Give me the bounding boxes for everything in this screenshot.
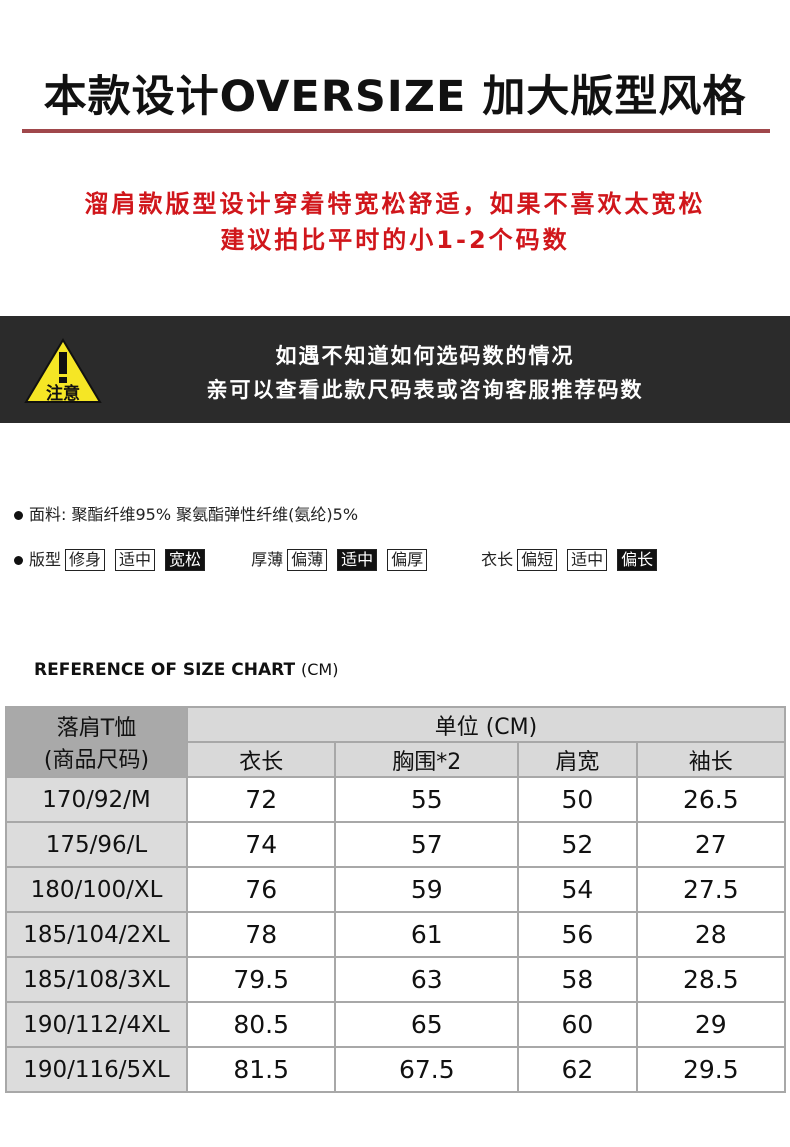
measurement-cell: 26.5 [635,776,787,823]
measurement-cell: 28 [635,911,787,958]
column-header: 衣长 [185,741,337,778]
size-cell: 190/116/5XL [5,1046,188,1093]
column-header: 胸围*2 [334,741,520,778]
measurement-cell: 27 [635,821,787,868]
attribute-tag: 偏厚 [387,549,428,571]
measurement-cell: 65 [334,1001,520,1048]
measurement-cell: 29.5 [635,1046,787,1093]
size-cell: 185/108/3XL [5,956,188,1003]
size-chart-title: REFERENCE OF SIZE CHART (CM) [34,660,338,680]
size-cell: 175/96/L [5,821,188,868]
notice-banner: 注意 如遇不知道如何选码数的情况 亲可以查看此款尺码表或咨询客服推荐码数 [0,316,790,423]
measurement-cell: 61 [334,911,520,958]
attribute-tag-selected: 偏长 [617,549,658,571]
unit-header: 单位 (CM) [186,706,786,743]
corner-header: 落肩T恤 (商品尺码) [5,706,188,778]
measurement-cell: 56 [517,911,638,958]
size-cell: 180/100/XL [5,866,188,913]
fabric-info: 面料: 聚酯纤维95% 聚氨酯弹性纤维(氨纶)5% [14,501,358,525]
measurement-cell: 28.5 [635,956,787,1003]
bullet-icon [14,556,23,565]
measurement-cell: 55 [334,776,520,823]
size-chart-title-text: REFERENCE OF SIZE CHART [34,660,296,680]
attribute-tag: 修身 [65,549,106,571]
measurement-cell: 59 [334,866,520,913]
bullet-icon [14,511,23,520]
fabric-value: 聚酯纤维95% 聚氨酯弹性纤维(氨纶)5% [71,505,359,524]
measurement-cell: 76 [185,866,337,913]
attribute-tag: 偏短 [517,549,558,571]
table-row: 185/104/2XL 78 61 56 28 [5,911,787,958]
attribute-label: 版型 [29,550,62,569]
table-row: 170/92/M 72 55 50 26.5 [5,776,787,823]
divider [22,129,770,133]
measurement-cell: 60 [517,1001,638,1048]
column-header: 肩宽 [517,741,638,778]
measurement-cell: 50 [517,776,638,823]
size-chart-unit: (CM) [300,660,339,679]
measurement-cell: 78 [185,911,337,958]
fit-note-line1: 溜肩款版型设计穿着特宽松舒适，如果不喜欢太宽松 [84,190,706,218]
notice-line1: 如遇不知道如何选码数的情况 [275,344,575,368]
notice-line2: 亲可以查看此款尺码表或咨询客服推荐码数 [206,378,644,402]
attribute-tag: 偏薄 [287,549,328,571]
measurement-cell: 79.5 [185,956,337,1003]
attribute-label: 衣长 [481,550,514,569]
attributes-row: 版型 修身 适中 宽松 厚薄 偏薄 适中 偏厚 衣长 偏短 适中 偏长 [14,546,703,571]
measurement-cell: 52 [517,821,638,868]
table-row: 180/100/XL 76 59 54 27.5 [5,866,787,913]
table-row: 175/96/L 74 57 52 27 [5,821,787,868]
measurement-cell: 81.5 [185,1046,337,1093]
size-cell: 190/112/4XL [5,1001,188,1048]
fit-note-line2: 建议拍比平时的小1-2个码数 [220,226,570,254]
measurement-cell: 54 [517,866,638,913]
measurement-cell: 72 [185,776,337,823]
measurement-cell: 29 [635,1001,787,1048]
page-title: 本款设计OVERSIZE 加大版型风格 [43,72,747,122]
measurement-cell: 27.5 [635,866,787,913]
attribute-tag: 适中 [115,549,156,571]
warning-icon: 注意 [24,338,102,404]
measurement-cell: 63 [334,956,520,1003]
measurement-cell: 57 [334,821,520,868]
attribute-tag-selected: 适中 [337,549,378,571]
size-cell: 185/104/2XL [5,911,188,958]
measurement-cell: 80.5 [185,1001,337,1048]
attribute-tag: 适中 [567,549,608,571]
measurement-cell: 62 [517,1046,638,1093]
measurement-cell: 58 [517,956,638,1003]
attribute-label: 厚薄 [251,550,284,569]
fabric-label: 面料: [29,505,67,524]
measurement-cell: 67.5 [334,1046,520,1093]
attribute-group: 版型 修身 适中 宽松 [14,546,211,571]
table-row: 190/112/4XL 80.5 65 60 29 [5,1001,787,1048]
size-cell: 170/92/M [5,776,188,823]
attribute-group: 衣长 偏短 适中 偏长 [481,546,663,571]
attribute-group: 厚薄 偏薄 适中 偏厚 [251,546,433,571]
table-row: 190/116/5XL 81.5 67.5 62 29.5 [5,1046,787,1093]
attribute-tag-selected: 宽松 [165,549,206,571]
size-chart-table: 落肩T恤 (商品尺码) 单位 (CM) 衣长 胸围*2 肩宽 袖长 170/92/M 72… [5,706,787,1093]
column-header: 袖长 [635,741,787,778]
measurement-cell: 74 [185,821,337,868]
warning-label: 注意 [46,383,80,404]
table-row: 185/108/3XL 79.5 63 58 28.5 [5,956,787,1003]
